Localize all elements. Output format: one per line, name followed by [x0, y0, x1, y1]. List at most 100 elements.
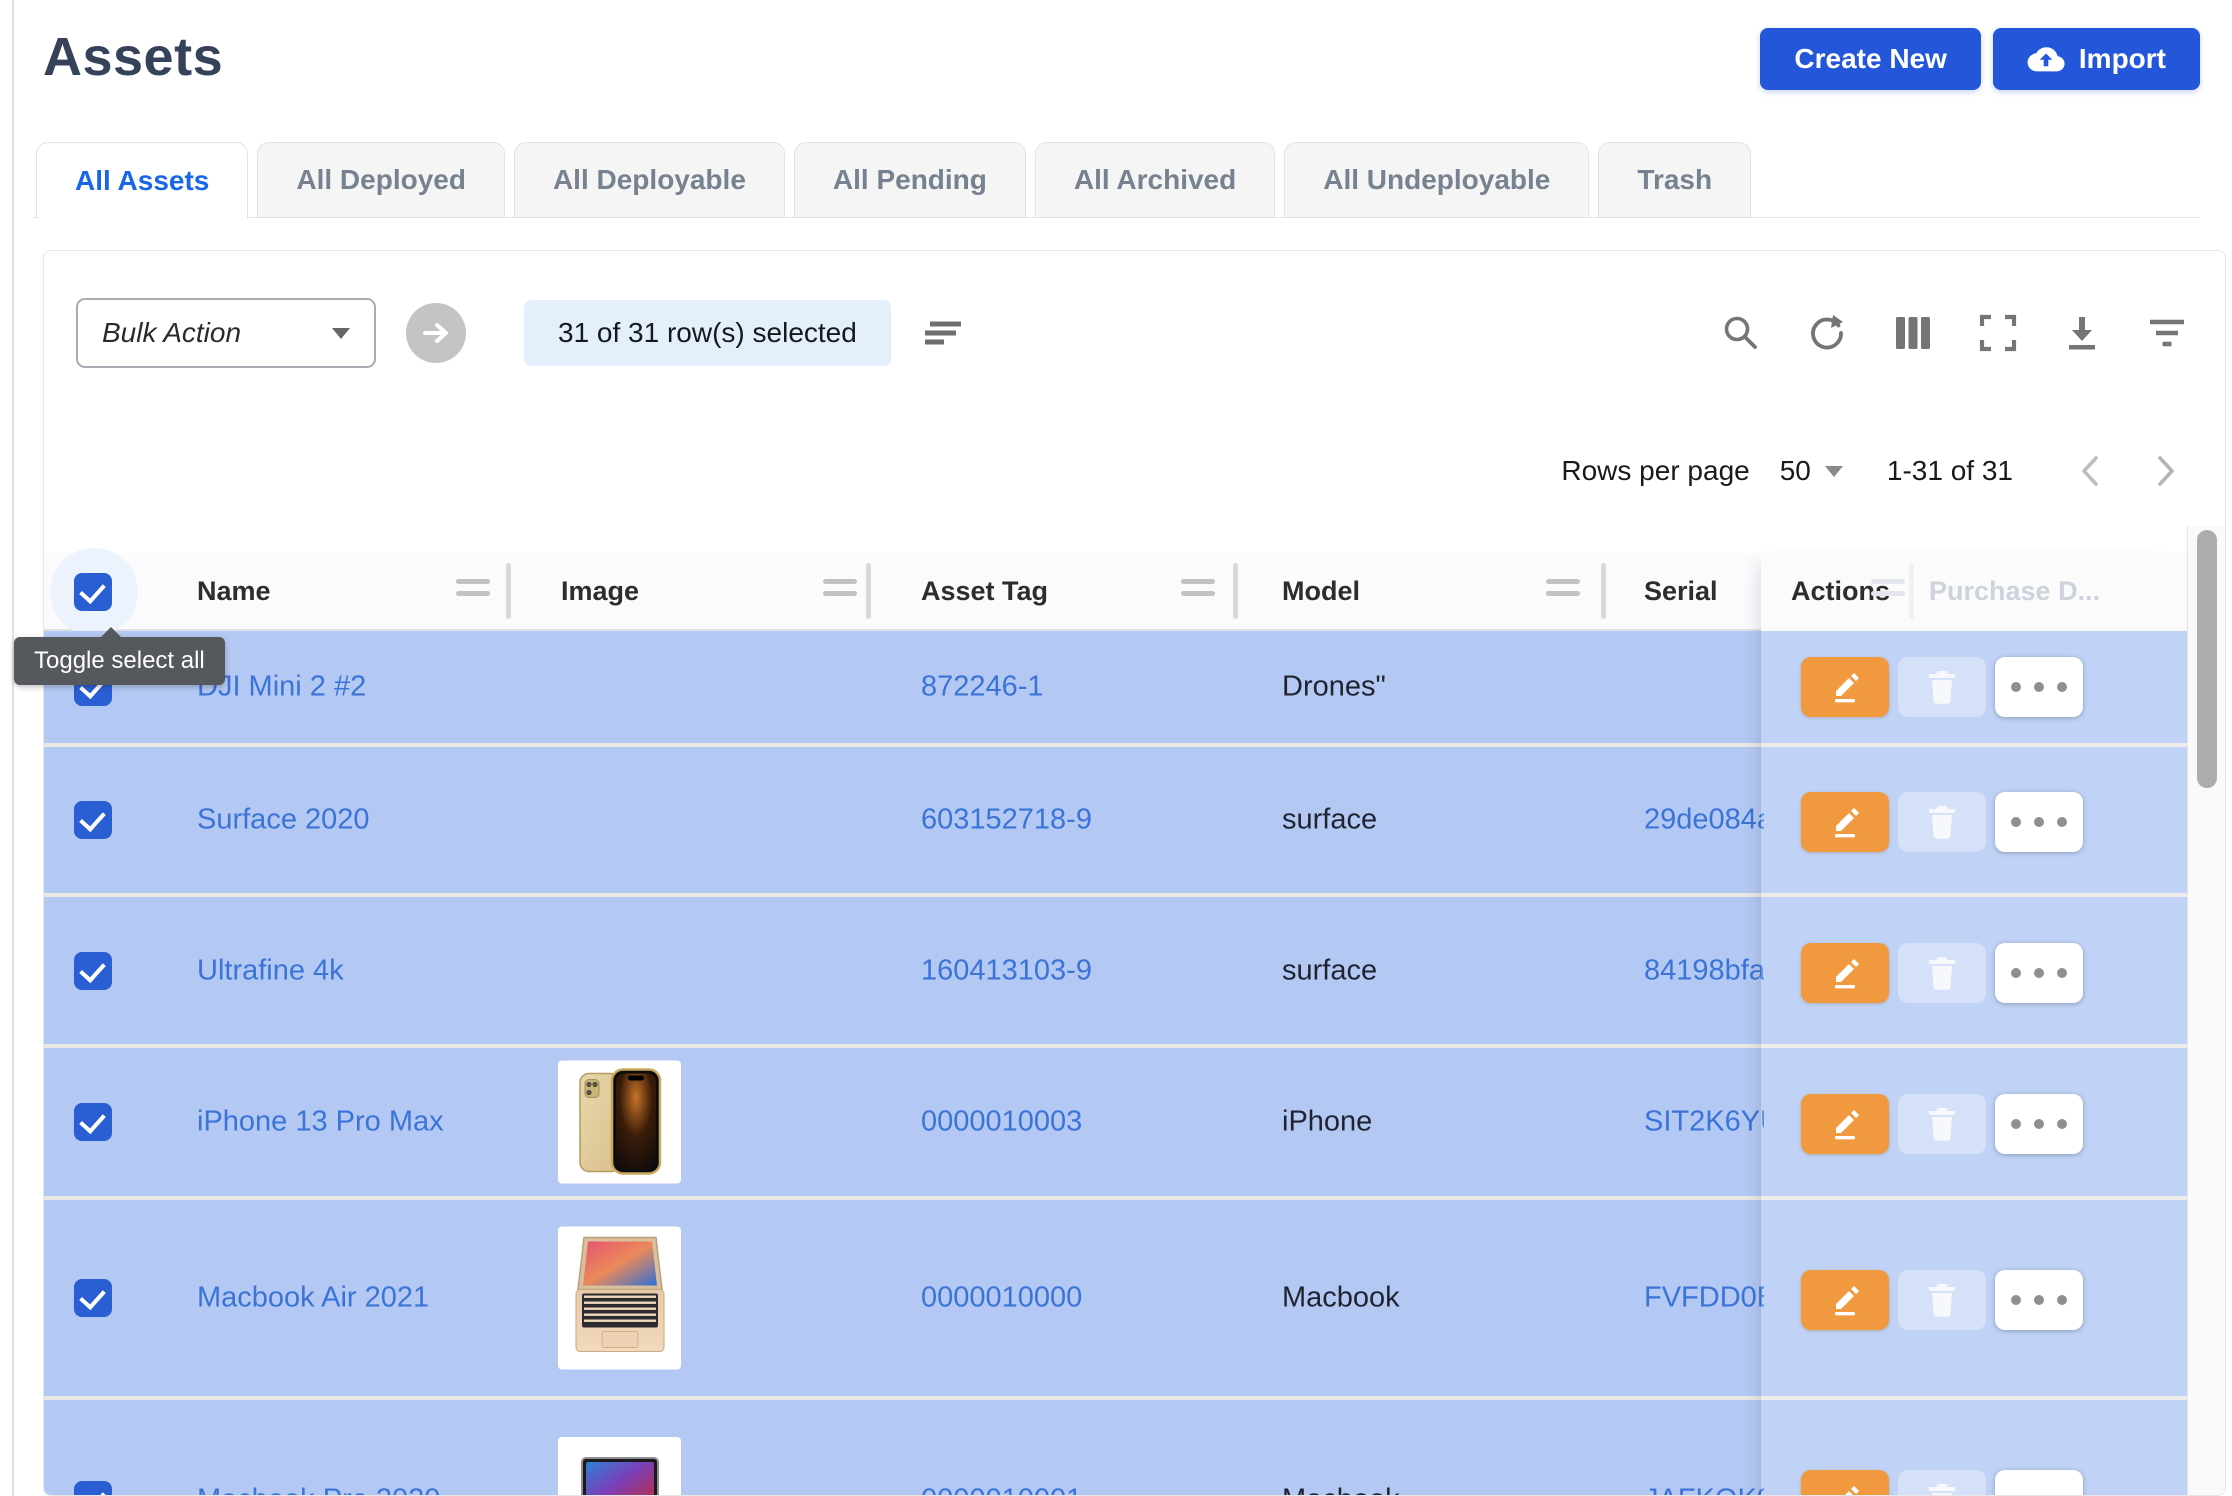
edit-pencil-icon: [1827, 805, 1863, 839]
edit-button[interactable]: [1801, 1470, 1889, 1496]
serial-link[interactable]: 84198bfa-: [1644, 954, 1764, 987]
model-cell: surface: [1282, 954, 1377, 987]
delete-button[interactable]: [1898, 1094, 1986, 1154]
tab-all-assets[interactable]: All Assets: [36, 142, 248, 219]
serial-link[interactable]: FVFDD0BU: [1644, 1282, 1764, 1315]
column-drag-handle[interactable]: [456, 579, 490, 603]
sort-lines-button[interactable]: [923, 317, 963, 349]
row-checkbox[interactable]: [74, 1481, 112, 1496]
select-all-checkbox[interactable]: [74, 573, 112, 611]
refresh-button[interactable]: [1807, 313, 1847, 353]
chevron-left-icon: [2079, 454, 2101, 488]
trash-icon: [1927, 956, 1957, 990]
import-button[interactable]: Import: [1993, 28, 2200, 90]
trash-icon: [1927, 1483, 1957, 1496]
row-actions: [1801, 1270, 2083, 1330]
more-actions-button[interactable]: [1995, 1270, 2083, 1330]
create-new-button[interactable]: Create New: [1760, 28, 1981, 90]
page-header: Assets Create New Import: [0, 0, 2232, 96]
header-actions: Create New Import: [1760, 24, 2200, 90]
column-header-serial[interactable]: Serial: [1644, 553, 1718, 629]
model-cell: Drones": [1282, 671, 1386, 704]
download-button[interactable]: [2063, 314, 2101, 352]
tab-all-pending[interactable]: All Pending: [794, 142, 1026, 218]
asset-name-link[interactable]: iPhone 13 Pro Max: [197, 1106, 444, 1139]
fullscreen-button[interactable]: [1979, 314, 2017, 352]
asset-thumbnail[interactable]: [558, 1227, 681, 1370]
asset-tag-link[interactable]: 0000010003: [921, 1106, 1082, 1139]
previous-page-button[interactable]: [2065, 454, 2115, 488]
delete-button[interactable]: [1898, 657, 1986, 717]
serial-link[interactable]: 29de084a: [1644, 804, 1764, 837]
row-checkbox[interactable]: [74, 1279, 112, 1317]
tab-all-archived[interactable]: All Archived: [1035, 142, 1275, 218]
asset-tag-link[interactable]: 872246-1: [921, 671, 1044, 704]
row-checkbox[interactable]: [74, 801, 112, 839]
edit-button[interactable]: [1801, 1094, 1889, 1154]
asset-tag-link[interactable]: 0000010001: [921, 1484, 1082, 1496]
scrollbar-thumb[interactable]: [2197, 530, 2217, 788]
asset-name-link[interactable]: Macbook Air 2021: [197, 1282, 429, 1315]
refresh-icon: [1807, 313, 1847, 353]
next-page-button[interactable]: [2141, 454, 2191, 488]
asset-tag-link[interactable]: 0000010000: [921, 1282, 1082, 1315]
more-actions-button[interactable]: [1995, 1094, 2083, 1154]
row-actions: [1801, 943, 2083, 1003]
row-actions: [1801, 1094, 2083, 1154]
column-drag-handle: [1871, 579, 1905, 603]
delete-button[interactable]: [1898, 943, 1986, 1003]
edit-pencil-icon: [1827, 1483, 1863, 1496]
row-checkbox[interactable]: [74, 952, 112, 990]
column-header-asset-tag[interactable]: Asset Tag: [921, 553, 1048, 629]
more-dots-icon: [2011, 682, 2067, 692]
selection-count-badge: 31 of 31 row(s) selected: [524, 300, 891, 366]
column-header-model[interactable]: Model: [1282, 553, 1360, 629]
more-actions-button[interactable]: [1995, 657, 2083, 717]
asset-tag-link[interactable]: 160413103-9: [921, 954, 1092, 987]
more-actions-button[interactable]: [1995, 1470, 2083, 1496]
more-actions-button[interactable]: [1995, 792, 2083, 852]
assets-table-card: Bulk Action 31 of 31 row(s) selected: [43, 250, 2226, 1496]
edit-button[interactable]: [1801, 943, 1889, 1003]
filter-button[interactable]: [2147, 316, 2187, 350]
serial-link[interactable]: SIT2K6YU: [1644, 1106, 1764, 1139]
delete-button[interactable]: [1898, 1270, 1986, 1330]
serial-link[interactable]: JAFKOK9E: [1644, 1484, 1764, 1496]
delete-button[interactable]: [1898, 1470, 1986, 1496]
tab-bar: All Assets All Deployed All Deployable A…: [36, 142, 2200, 218]
edit-pencil-icon: [1827, 670, 1863, 704]
edit-button[interactable]: [1801, 1270, 1889, 1330]
column-header-name[interactable]: Name: [197, 553, 271, 629]
more-actions-button[interactable]: [1995, 943, 2083, 1003]
column-header-image[interactable]: Image: [561, 553, 639, 629]
tab-all-undeployable[interactable]: All Undeployable: [1284, 142, 1589, 218]
tab-all-deployable[interactable]: All Deployable: [514, 142, 785, 218]
column-drag-handle[interactable]: [1546, 579, 1580, 603]
asset-name-link[interactable]: Surface 2020: [197, 804, 370, 837]
asset-name-link[interactable]: Ultrafine 4k: [197, 954, 344, 987]
delete-button[interactable]: [1898, 792, 1986, 852]
edit-pencil-icon: [1827, 956, 1863, 990]
edit-button[interactable]: [1801, 657, 1889, 717]
columns-button[interactable]: [1893, 314, 1933, 352]
columns-icon: [1893, 314, 1933, 352]
more-dots-icon: [2011, 1295, 2067, 1305]
row-checkbox[interactable]: [74, 1103, 112, 1141]
assets-table: Name Image Asset Tag Model Serial DJI Mi…: [44, 553, 2189, 1496]
tab-trash[interactable]: Trash: [1598, 142, 1751, 218]
asset-name-link[interactable]: Macbook Pro 2020: [197, 1484, 440, 1496]
search-button[interactable]: [1721, 313, 1761, 353]
row-actions: [1801, 792, 2083, 852]
page-title: Assets: [43, 24, 223, 90]
trash-icon: [1927, 1107, 1957, 1141]
column-drag-handle[interactable]: [1181, 579, 1215, 603]
asset-tag-link[interactable]: 603152718-9: [921, 804, 1092, 837]
edit-button[interactable]: [1801, 792, 1889, 852]
bulk-action-apply-button[interactable]: [406, 303, 466, 363]
tab-all-deployed[interactable]: All Deployed: [257, 142, 505, 218]
asset-thumbnail[interactable]: [558, 1437, 681, 1496]
rows-per-page-select[interactable]: 50: [1780, 455, 1843, 487]
bulk-action-select[interactable]: Bulk Action: [76, 298, 376, 368]
asset-thumbnail[interactable]: [558, 1061, 681, 1184]
column-drag-handle[interactable]: [823, 579, 857, 603]
